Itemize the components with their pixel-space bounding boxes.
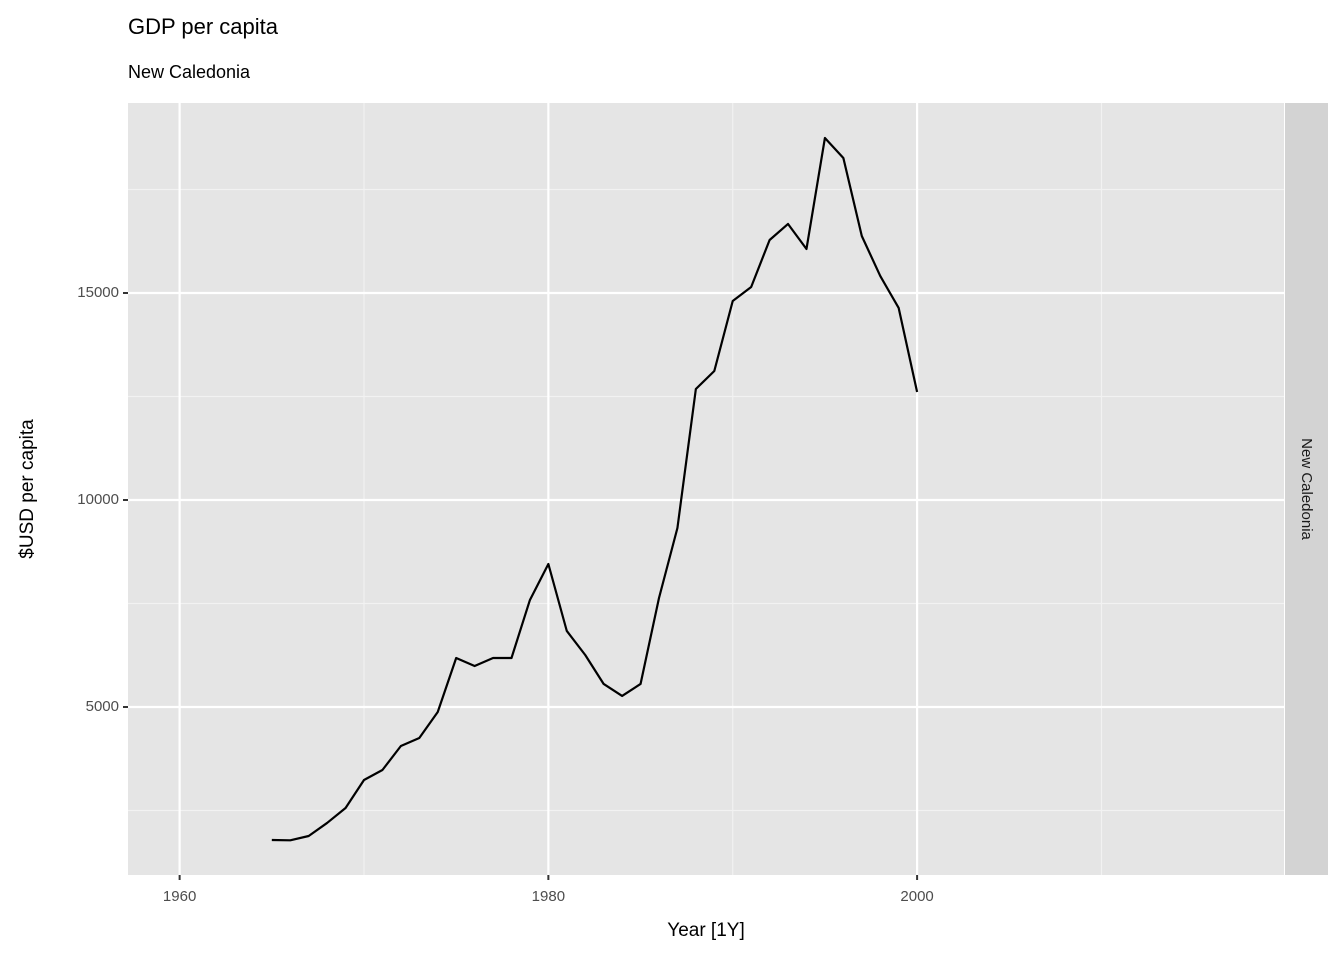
facet-strip	[1285, 103, 1328, 875]
facet-label: New Caledonia	[1298, 438, 1315, 540]
panel	[128, 103, 1284, 875]
x-tick-label: 1960	[163, 888, 196, 905]
y-tick-label: 10000	[77, 491, 119, 508]
chart-subtitle: New Caledonia	[128, 62, 251, 82]
data-line	[271, 136, 919, 842]
y-tick-label: 15000	[77, 284, 119, 301]
x-tick-label: 2000	[900, 888, 933, 905]
y-tick-label: 5000	[86, 698, 119, 715]
x-tick-label: 1980	[532, 888, 565, 905]
x-axis-title: Year [1Y]	[667, 920, 744, 941]
chart-title: GDP per capita	[128, 14, 279, 39]
y-axis-title: $USD per capita	[17, 419, 38, 559]
